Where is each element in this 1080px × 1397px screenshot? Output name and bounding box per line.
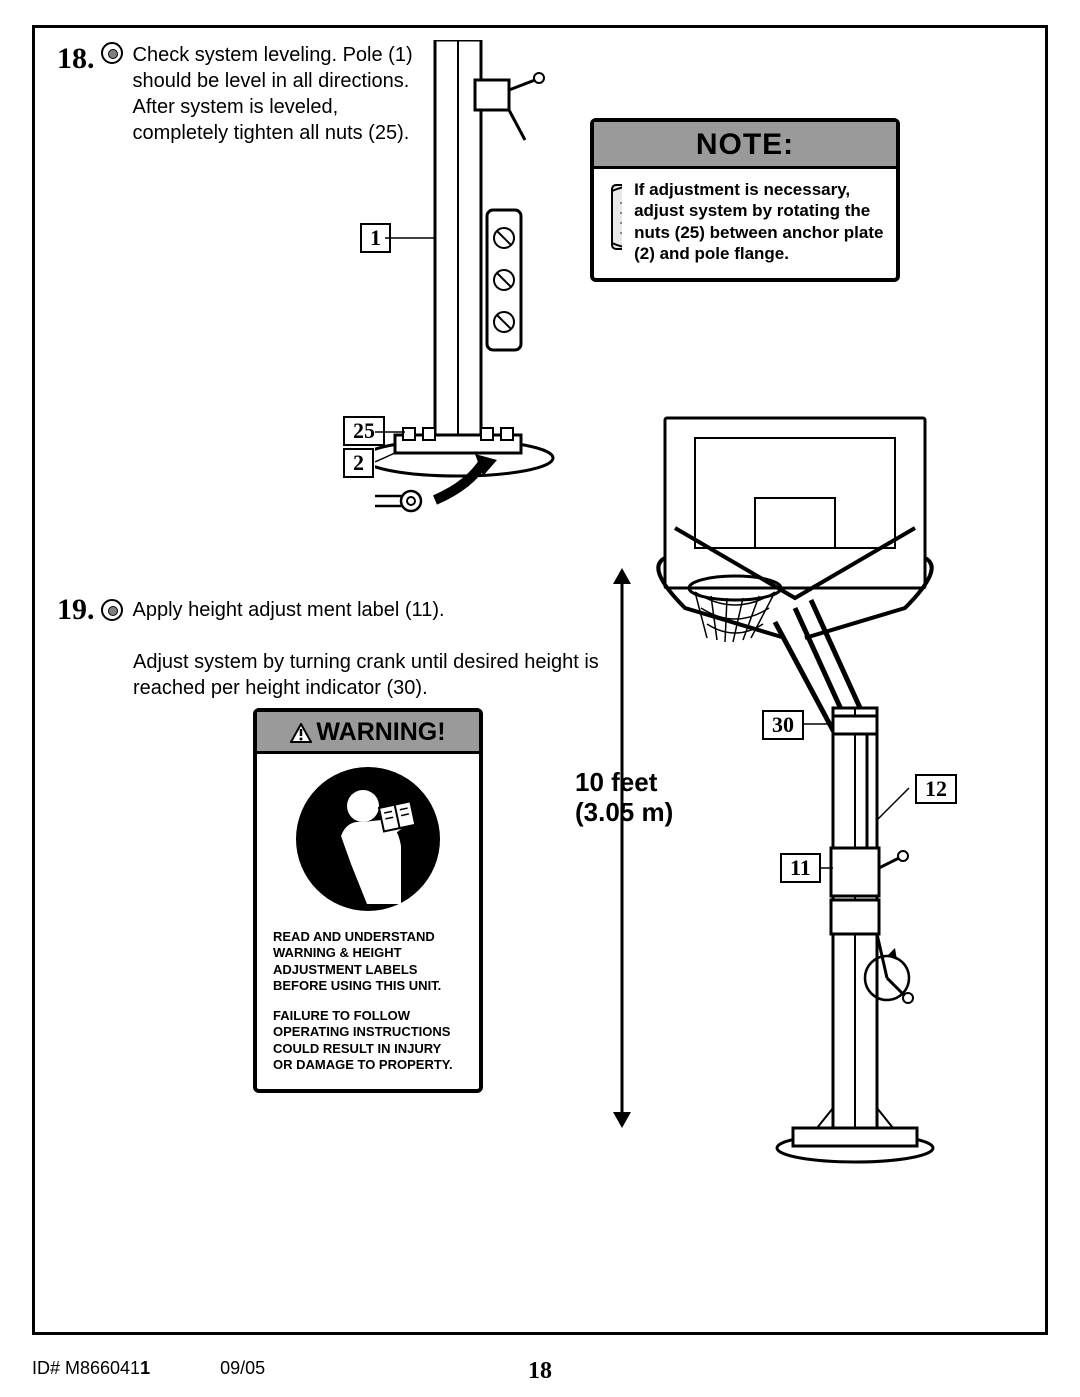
callout-11: 11 [780, 853, 821, 883]
warning-text-1: READ AND UNDERSTAND WARNING & HEIGHT ADJ… [257, 919, 479, 994]
doc-id: ID# M8660411 [32, 1358, 150, 1379]
scroll-icon [606, 179, 622, 255]
height-arrow [607, 568, 637, 1128]
callout-2: 2 [343, 448, 374, 478]
page: 18. Check system leveling. Pole (1) shou… [0, 0, 1080, 1397]
callout-30: 30 [762, 710, 804, 740]
doc-date: 09/05 [220, 1358, 265, 1379]
step-marker-icon [101, 599, 123, 621]
doc-id-rev: 1 [140, 1358, 150, 1378]
step-19-number: 19. [57, 593, 95, 627]
callout-12: 12 [915, 774, 957, 804]
step-19-text-1: Apply height adjust ment label (11). [133, 599, 445, 622]
note-box: NOTE: If adjustment is necessary, adjust… [590, 118, 900, 282]
page-footer: ID# M8660411 09/05 18 [32, 1358, 1048, 1379]
basketball-system-diagram [635, 408, 955, 1188]
content-frame: 18. Check system leveling. Pole (1) shou… [32, 25, 1048, 1335]
step-19: 19. Apply height adjust ment label (11).… [57, 593, 617, 701]
warning-text-2: FAILURE TO FOLLOW OPERATING INSTRUCTIONS… [257, 994, 479, 1073]
warning-triangle-icon [290, 723, 312, 743]
warning-title-text: WARNING! [316, 718, 445, 747]
read-manual-icon [293, 764, 443, 914]
doc-id-prefix: ID# M866041 [32, 1358, 140, 1378]
pole-base-diagram [375, 40, 595, 530]
step-18-number: 18. [57, 42, 95, 76]
step-18: 18. Check system leveling. Pole (1) shou… [57, 42, 427, 146]
warning-title: WARNING! [257, 712, 479, 754]
page-number: 18 [528, 1358, 552, 1385]
step-19-text-2: Adjust system by turning crank until des… [133, 649, 603, 701]
warning-box: WARNING! [253, 708, 483, 1093]
note-title: NOTE: [594, 122, 896, 169]
step-marker-icon [101, 42, 123, 64]
note-text: If adjustment is necessary, adjust syste… [634, 179, 884, 264]
